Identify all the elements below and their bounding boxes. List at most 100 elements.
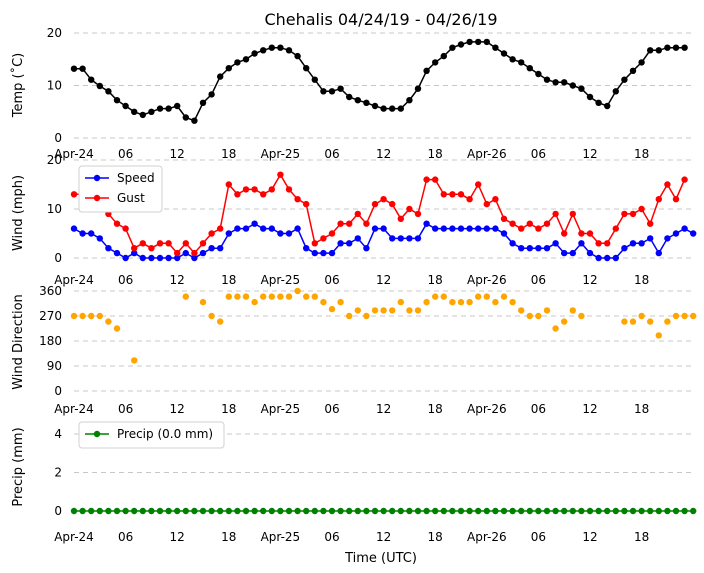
data-point bbox=[578, 240, 585, 247]
data-point bbox=[182, 114, 189, 121]
data-point bbox=[672, 196, 680, 203]
data-point bbox=[449, 44, 456, 51]
data-point bbox=[483, 200, 490, 208]
x-tick-label: 18 bbox=[634, 273, 649, 287]
data-point bbox=[664, 44, 671, 51]
data-point bbox=[70, 191, 78, 198]
data-point bbox=[543, 220, 551, 227]
data-point bbox=[466, 507, 473, 515]
data-point bbox=[380, 196, 387, 203]
data-point bbox=[535, 225, 542, 232]
y-tick-label: 0 bbox=[54, 131, 62, 145]
data-point bbox=[165, 507, 172, 515]
data-point bbox=[285, 186, 293, 193]
data-point bbox=[440, 293, 447, 300]
x-tick-label: Apr-26 bbox=[467, 402, 507, 416]
data-point bbox=[397, 105, 404, 112]
legend-swatch-marker bbox=[93, 174, 101, 182]
legend: Speed Gust bbox=[78, 165, 163, 213]
data-point bbox=[629, 240, 637, 247]
x-tick-label: Apr-25 bbox=[261, 273, 301, 287]
data-point bbox=[363, 220, 370, 227]
data-point bbox=[500, 50, 508, 57]
y-tick-label: 20 bbox=[47, 26, 62, 40]
data-point bbox=[174, 507, 181, 515]
legend: Precip (0.0 mm) bbox=[78, 421, 225, 449]
data-point bbox=[346, 507, 353, 515]
data-point bbox=[96, 82, 104, 90]
data-point bbox=[199, 240, 207, 247]
data-point bbox=[88, 312, 95, 320]
data-point bbox=[148, 245, 155, 252]
data-point bbox=[328, 230, 336, 237]
data-point bbox=[199, 249, 207, 257]
x-tick-label: Apr-25 bbox=[261, 147, 301, 161]
data-point bbox=[242, 186, 250, 193]
x-tick-label: 12 bbox=[582, 147, 597, 161]
data-point bbox=[260, 47, 267, 54]
x-tick-label: 18 bbox=[428, 273, 443, 287]
data-point bbox=[70, 312, 78, 320]
data-point bbox=[569, 507, 576, 515]
data-point bbox=[414, 235, 422, 242]
y-tick-label: 0 bbox=[54, 504, 62, 518]
data-point bbox=[346, 312, 353, 320]
data-point bbox=[122, 225, 129, 232]
data-point bbox=[681, 176, 688, 183]
data-point bbox=[320, 507, 327, 515]
data-point bbox=[423, 220, 430, 227]
data-point bbox=[449, 298, 456, 306]
data-point bbox=[320, 249, 327, 257]
data-point bbox=[629, 67, 637, 75]
data-point bbox=[518, 245, 525, 252]
x-tick-label: 18 bbox=[221, 273, 236, 287]
data-point bbox=[363, 99, 370, 107]
data-point bbox=[492, 298, 499, 306]
data-point bbox=[105, 88, 112, 95]
data-point bbox=[354, 235, 361, 242]
data-point bbox=[294, 507, 301, 515]
data-point bbox=[457, 225, 465, 232]
data-point bbox=[234, 293, 241, 300]
x-tick-label: 12 bbox=[170, 530, 185, 544]
data-point bbox=[672, 312, 680, 320]
data-point bbox=[303, 200, 310, 208]
x-tick-label: 06 bbox=[531, 273, 546, 287]
data-point bbox=[432, 507, 439, 515]
data-point bbox=[79, 230, 86, 237]
data-point bbox=[303, 245, 310, 252]
data-point bbox=[131, 357, 138, 364]
y-tick-label: 180 bbox=[39, 334, 62, 348]
data-point bbox=[156, 254, 164, 262]
data-point bbox=[509, 56, 516, 63]
data-point bbox=[389, 235, 396, 242]
data-point bbox=[277, 44, 284, 51]
data-point bbox=[647, 507, 654, 515]
data-point bbox=[526, 220, 533, 227]
data-point bbox=[681, 507, 688, 515]
data-point bbox=[621, 210, 628, 218]
x-tick-label: 12 bbox=[376, 530, 391, 544]
x-tick-label: 12 bbox=[170, 273, 185, 287]
data-point bbox=[647, 220, 654, 227]
data-point bbox=[371, 200, 379, 208]
data-point bbox=[586, 507, 594, 515]
data-point bbox=[500, 215, 508, 222]
data-point bbox=[526, 507, 533, 515]
data-point bbox=[681, 44, 688, 51]
data-point bbox=[156, 507, 164, 515]
y-tick-label: 0 bbox=[54, 384, 62, 398]
data-point bbox=[518, 507, 525, 515]
legend-swatch-marker bbox=[93, 430, 101, 438]
data-point bbox=[612, 507, 619, 515]
data-point bbox=[440, 52, 447, 60]
data-point bbox=[148, 254, 155, 262]
x-tick-label: 18 bbox=[428, 402, 443, 416]
data-point bbox=[217, 318, 224, 325]
data-point bbox=[346, 220, 353, 227]
data-point bbox=[432, 225, 439, 232]
x-tick-label: 06 bbox=[531, 402, 546, 416]
data-point bbox=[483, 225, 490, 232]
data-point bbox=[328, 249, 336, 257]
data-point bbox=[346, 93, 353, 101]
